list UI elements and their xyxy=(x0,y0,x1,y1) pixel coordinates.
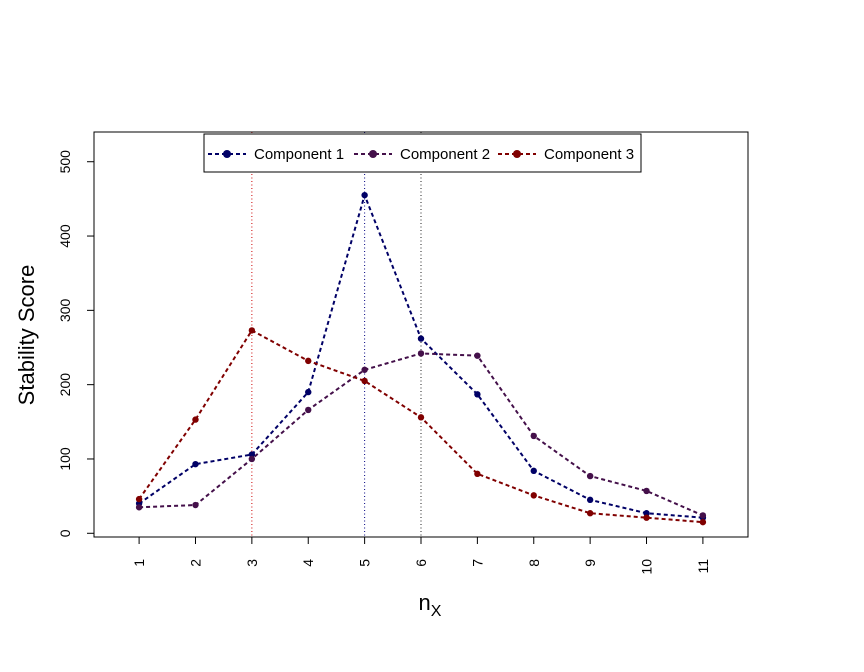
point-component-2-x3 xyxy=(248,455,256,463)
y-tick-label-300: 300 xyxy=(57,298,73,322)
point-component-3-x3 xyxy=(248,327,256,334)
point-component-1-x5 xyxy=(361,191,368,199)
y-axis-title: Stability Score xyxy=(14,265,39,406)
x-tick-label-2: 2 xyxy=(187,559,203,567)
point-component-3-x6 xyxy=(417,414,425,421)
x-axis-title: nX xyxy=(419,590,442,620)
point-component-1-x3 xyxy=(248,451,256,458)
y-axis: 0 100 200 300 400 500 xyxy=(57,150,95,537)
x-axis-title-main: n xyxy=(419,590,431,615)
legend-label-component-1: Component 1 xyxy=(254,146,344,163)
legend-label-component-3: Component 3 xyxy=(544,146,634,163)
point-component-1-x4 xyxy=(305,388,312,396)
legend-marker-component-2 xyxy=(369,150,377,158)
point-component-1-x10 xyxy=(643,510,650,517)
y-tick-label-100: 100 xyxy=(57,447,73,471)
x-tick-label-9: 9 xyxy=(582,559,598,567)
x-tick-label-7: 7 xyxy=(469,559,485,567)
x-tick-label-11: 11 xyxy=(695,559,711,574)
x-tick-label-6: 6 xyxy=(413,559,429,567)
point-component-3-x2 xyxy=(192,416,199,423)
plot-frame xyxy=(93,131,749,538)
point-component-2-x5 xyxy=(361,366,368,373)
x-axis: 1 2 3 4 5 6 7 8 9 10 11 xyxy=(131,536,711,575)
point-component-3-x5 xyxy=(361,377,368,385)
legend-marker-component-3 xyxy=(513,150,521,158)
point-component-2-x10 xyxy=(643,487,650,495)
point-component-1-x7 xyxy=(474,391,481,398)
y-tick-label-200: 200 xyxy=(57,373,73,397)
point-component-2-x4 xyxy=(305,406,312,414)
legend: Component 1 Component 2 Component 3 xyxy=(203,133,642,173)
point-component-2-x6 xyxy=(417,350,425,357)
reference-lines xyxy=(251,132,422,537)
point-component-1-x8 xyxy=(530,467,537,475)
point-component-1-x9 xyxy=(586,496,594,504)
legend-box xyxy=(203,133,642,173)
x-tick-label-10: 10 xyxy=(639,559,655,575)
point-component-3-x11 xyxy=(699,518,707,526)
x-axis-title-subscript: X xyxy=(431,603,442,620)
point-component-2-x11 xyxy=(699,512,707,519)
point-component-3-x7 xyxy=(474,470,481,478)
point-component-2-x9 xyxy=(586,472,594,480)
y-tick-label-400: 400 xyxy=(57,224,73,248)
x-tick-label-4: 4 xyxy=(300,559,316,567)
point-component-3-x1 xyxy=(135,495,143,503)
point-component-1-x2 xyxy=(192,460,199,468)
point-component-1-x6 xyxy=(417,335,425,342)
legend-marker-component-1 xyxy=(223,150,231,158)
legend-label-component-2: Component 2 xyxy=(400,146,490,163)
point-component-2-x2 xyxy=(192,501,199,509)
x-tick-label-1: 1 xyxy=(131,559,147,567)
x-tick-label-3: 3 xyxy=(244,559,260,567)
y-tick-label-500: 500 xyxy=(57,150,73,174)
x-tick-label-8: 8 xyxy=(526,559,542,567)
point-component-2-x7 xyxy=(474,352,481,359)
point-component-3-x8 xyxy=(530,492,537,499)
x-tick-label-5: 5 xyxy=(357,559,373,567)
point-component-3-x10 xyxy=(643,514,650,521)
series-points xyxy=(135,191,707,526)
point-component-3-x4 xyxy=(305,357,312,365)
point-component-2-x8 xyxy=(530,432,537,440)
y-tick-label-0: 0 xyxy=(57,529,73,537)
point-component-3-x9 xyxy=(586,510,594,517)
point-component-2-x1 xyxy=(135,504,143,511)
